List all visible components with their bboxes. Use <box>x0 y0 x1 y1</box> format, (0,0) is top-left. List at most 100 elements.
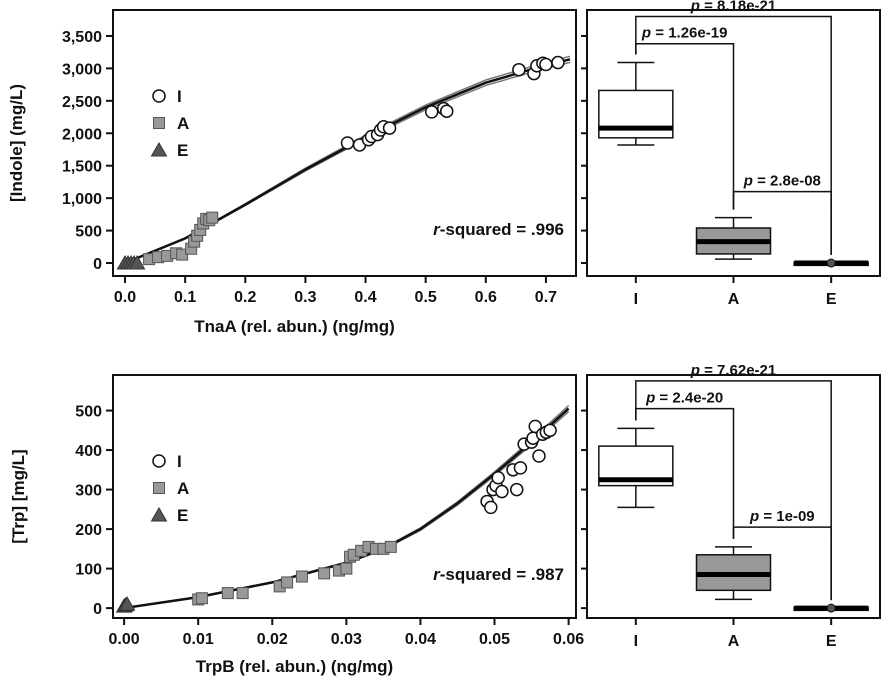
data-point-I <box>424 105 439 119</box>
y-tick-label: 100 <box>75 562 102 579</box>
data-point-I <box>439 104 454 118</box>
x-tick-label: 0.6 <box>475 289 497 306</box>
data-point-A <box>221 587 234 600</box>
data-point-A <box>295 570 308 583</box>
data-point-I <box>539 57 553 72</box>
y-tick-label: 1,000 <box>62 191 102 208</box>
p-value-label: p = 1.26e-19 <box>641 25 727 42</box>
r-squared-annotation: r-squared = .996 <box>433 220 564 239</box>
legend-label: A <box>177 479 189 498</box>
data-point-I <box>543 423 557 438</box>
y-tick-label: 2,500 <box>62 94 102 111</box>
data-point-A <box>340 562 353 575</box>
p-value-label: p = 8.18e-21 <box>690 0 776 14</box>
x-tick-label: 0.2 <box>234 289 256 306</box>
y-axis-label: [Indole] (mg/L) <box>7 84 26 202</box>
x-tick-label: 0.03 <box>331 631 362 648</box>
x-tick-label: 0.02 <box>257 631 288 648</box>
x-tick-label: 0.06 <box>553 631 584 648</box>
legend-marker-A <box>153 117 165 129</box>
category-label: E <box>826 633 837 650</box>
bottom-scatter: 0.00 0.01 0.02 0.03 0.04 0.05 0.06 0 100 200 300 40… <box>9 374 584 676</box>
p-value-label-value: = 1e-09 <box>759 508 814 525</box>
data-point-I <box>551 55 565 70</box>
r-squared-annotation: r-squared = .987 <box>433 565 564 584</box>
x-tick-label: 0.0 <box>114 289 136 306</box>
x-tick-label: 0.3 <box>294 289 316 306</box>
x-tick-label: 0.7 <box>535 289 557 306</box>
p-value-label-value: = 2.8e-08 <box>753 173 821 190</box>
x-axis-label: TnaA (rel. abun.) (ng/mg) <box>194 317 395 336</box>
legend-label: I <box>177 452 182 471</box>
data-point-A <box>281 576 294 589</box>
comparison-bracket <box>635 380 832 601</box>
x-tick-label: 0.05 <box>479 631 510 648</box>
y-tick-label: 500 <box>75 404 102 421</box>
legend-marker-E <box>150 141 168 157</box>
r-squared-annotation-symbol: r <box>433 565 441 584</box>
data-point-I <box>382 121 397 135</box>
x-tick-label: 0.00 <box>109 631 140 648</box>
y-tick-label: 200 <box>75 522 102 539</box>
comparison-bracket <box>635 15 832 256</box>
comparison-bracket <box>635 42 735 210</box>
top-scatter: 0.0 0.1 0.2 0.3 0.4 0.5 0.6 0.7 0 500 1,000 1,500 2,… <box>7 9 577 336</box>
r-squared-annotation-value: -squared = .996 <box>440 220 564 239</box>
bottom-box: I A Ep = 7.62e-21p = 2.4e-20p = 1e-09 <box>581 362 881 650</box>
p-value-label: p = 1e-09 <box>749 508 815 525</box>
p-value-label-symbol: p <box>690 362 700 379</box>
p-value-label-symbol: p <box>645 390 655 407</box>
legend-marker-I <box>152 89 166 103</box>
p-value-label-value: = 7.62e-21 <box>700 362 776 379</box>
p-value-label: p = 2.8e-08 <box>743 173 821 190</box>
data-point-I <box>509 482 524 497</box>
data-point-I <box>512 62 526 77</box>
category-label: A <box>728 291 740 308</box>
data-point-E <box>128 255 146 270</box>
legend-label: I <box>177 87 182 106</box>
r-squared-annotation-value: -squared = .987 <box>440 565 564 584</box>
data-point-A <box>236 587 249 600</box>
p-value-label: p = 2.4e-20 <box>645 390 723 407</box>
fit-line <box>123 407 570 610</box>
data-point-A <box>206 211 219 224</box>
category-label: I <box>634 633 638 650</box>
category-label: E <box>826 291 837 308</box>
y-tick-label: 0 <box>93 601 102 618</box>
y-axis-label: [Trp] [mg/L] <box>9 449 28 543</box>
legend-marker-E <box>150 506 168 522</box>
x-axis-label: TrpB (rel. abun.) (ng/mg) <box>196 657 393 676</box>
p-value-label-value: = 8.18e-21 <box>700 0 776 14</box>
data-point-I <box>495 484 509 499</box>
legend-label: E <box>177 506 188 525</box>
legend-marker-I <box>152 454 166 468</box>
box-I <box>598 89 674 139</box>
data-point-I <box>484 500 498 515</box>
p-value-label-symbol: p <box>641 25 651 42</box>
x-tick-label: 0.5 <box>415 289 437 306</box>
legend-label: E <box>177 141 188 160</box>
p-value-label-symbol: p <box>749 508 759 525</box>
data-point-I <box>491 470 505 485</box>
comparison-bracket <box>635 407 735 539</box>
y-tick-label: 0 <box>93 256 102 273</box>
data-point-I <box>532 449 546 463</box>
outlier-point <box>826 258 836 268</box>
data-point-I <box>340 136 355 150</box>
p-value-label-value: = 1.26e-19 <box>651 25 727 42</box>
outlier-point <box>826 603 836 613</box>
y-tick-label: 400 <box>75 443 102 460</box>
y-tick-label: 2,000 <box>62 126 102 143</box>
r-squared-annotation-symbol: r <box>433 220 441 239</box>
p-value-label-value: = 2.4e-20 <box>655 390 723 407</box>
legend-label: A <box>177 114 189 133</box>
y-tick-label: 3,500 <box>62 29 102 46</box>
p-value-label-symbol: p <box>743 173 753 190</box>
category-label: A <box>728 633 740 650</box>
data-point-A <box>384 540 397 553</box>
legend-marker-A <box>153 482 165 494</box>
y-tick-label: 1,500 <box>62 159 102 176</box>
p-value-label-symbol: p <box>690 0 700 14</box>
category-label: I <box>634 291 638 308</box>
